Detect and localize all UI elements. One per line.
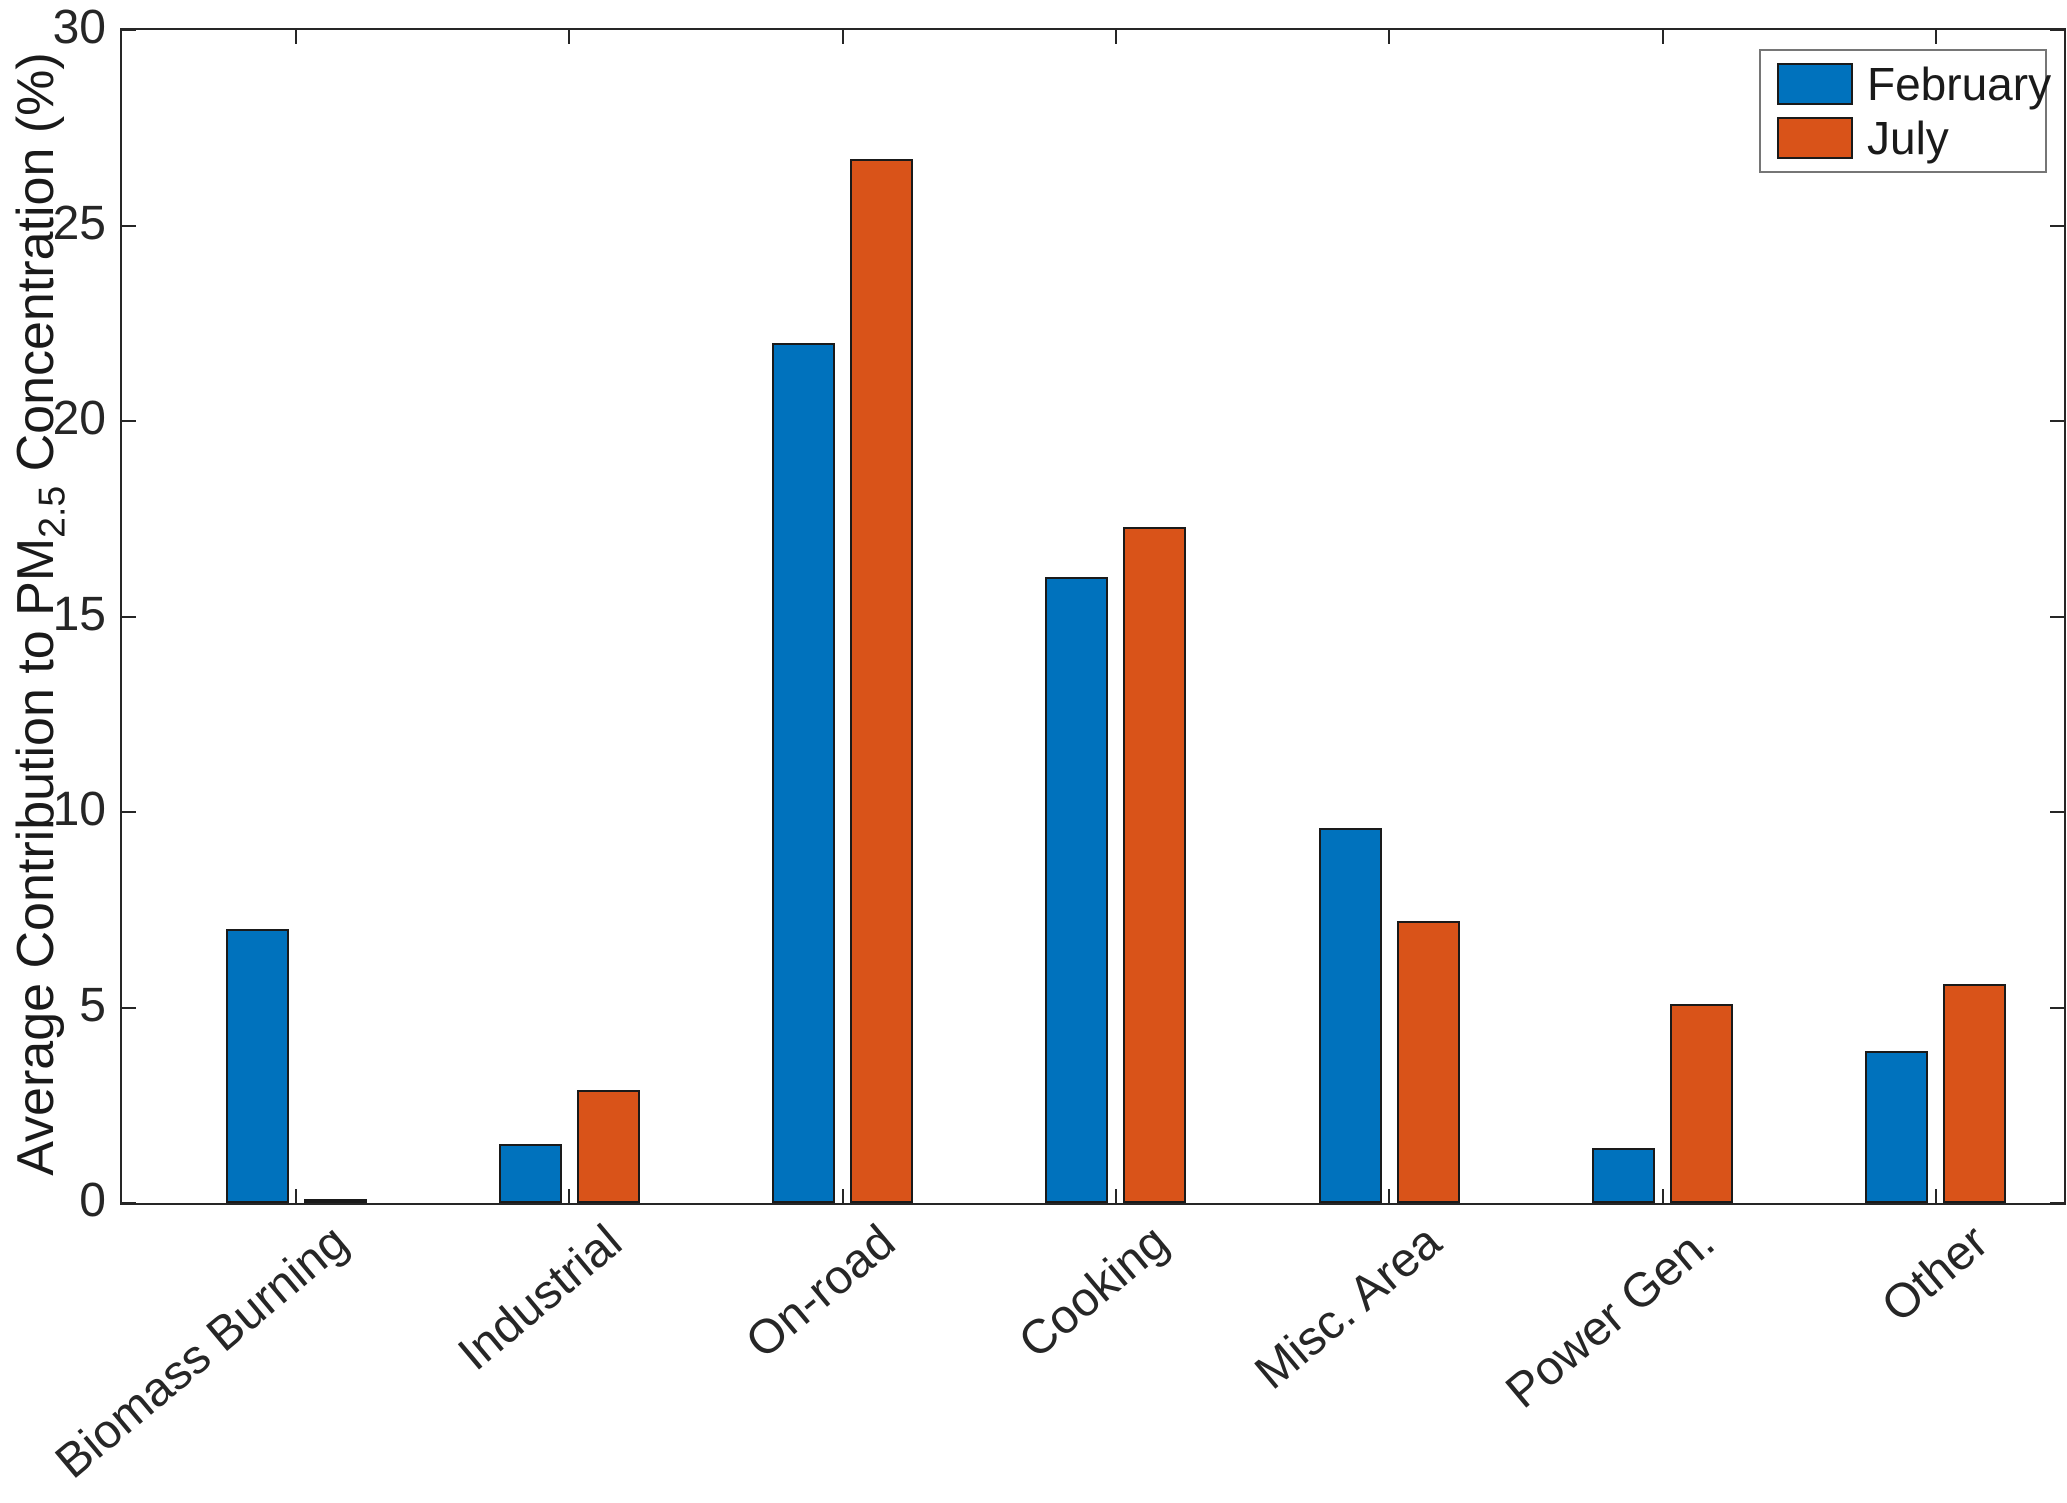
y-tick [122,224,136,227]
x-tick-label-cooking: Cooking [1008,1215,1178,1369]
y-tick [122,1006,136,1009]
x-tick-label-industrial: Industrial [448,1215,632,1381]
x-tick-label-power-gen-: Power Gen. [1496,1215,1725,1419]
x-tick [841,1189,844,1203]
y-tick [122,29,136,31]
y-tick-mirror [2050,615,2064,618]
y-tick [122,420,136,422]
bar-february-power-gen- [1592,1148,1655,1203]
bar-july-other [1943,984,2007,1203]
legend-swatch-july [1777,117,1853,159]
legend: February July [1759,49,2051,173]
x-tick-label-misc-area: Misc. Area [1245,1215,1452,1400]
x-tick [568,1189,571,1203]
x-tick-mirror [1934,30,1937,44]
y-axis-label-subscript: 2.5 [30,485,73,538]
y-tick-mirror [2050,224,2064,227]
bar-july-industrial [576,1089,640,1203]
x-tick [1388,1189,1391,1203]
x-tick [295,1189,297,1203]
y-tick-mirror [2050,29,2064,31]
x-tick-mirror [1114,30,1117,44]
x-tick [1934,1189,1937,1203]
y-tick [122,1202,136,1204]
y-tick-label: 0 [79,1174,106,1227]
x-tick-mirror [841,30,844,44]
y-tick-mirror [2050,1006,2064,1009]
bar-february-biomass-burning [225,929,289,1203]
y-tick-label: 25 [52,196,106,250]
x-tick-label-other: Other [1871,1215,1998,1333]
legend-entry-july: July [1777,114,2045,162]
x-tick-mirror [1661,30,1664,44]
y-tick-mirror [2050,420,2064,422]
y-tick-mirror [2050,1202,2064,1204]
bar-july-power-gen- [1670,1003,1733,1203]
y-tick-label: 20 [52,392,106,445]
x-tick [1114,1189,1117,1203]
y-tick-mirror [2050,811,2064,813]
y-tick [122,811,136,813]
y-tick-label: 30 [52,1,106,54]
bar-july-misc-area [1396,921,1460,1203]
bar-february-other [1865,1050,1929,1203]
y-tick-label: 10 [52,783,106,836]
bar-february-misc-area [1318,827,1382,1203]
bar-july-biomass-burning [303,1199,367,1203]
x-tick-label-on-road: On-road [735,1215,905,1369]
bar-february-industrial [498,1144,562,1203]
x-tick-label-biomass-burning: Biomass Burning [46,1215,359,1489]
legend-swatch-february [1777,63,1853,105]
x-tick-mirror [295,30,297,44]
legend-label-july: July [1867,112,1949,164]
legend-label-february: February [1867,58,2052,110]
bar-february-cooking [1045,577,1109,1203]
y-tick-label: 15 [52,587,106,641]
y-tick [122,615,136,618]
plot-area [120,28,2066,1205]
x-tick-mirror [1388,30,1391,44]
y-tick-label: 5 [79,978,106,1032]
bar-february-on-road [772,342,836,1203]
bar-july-cooking [1123,526,1187,1203]
x-tick [1661,1189,1664,1203]
bar-july-on-road [850,159,914,1203]
legend-entry-february: February [1777,60,2051,108]
x-tick-mirror [568,30,571,44]
